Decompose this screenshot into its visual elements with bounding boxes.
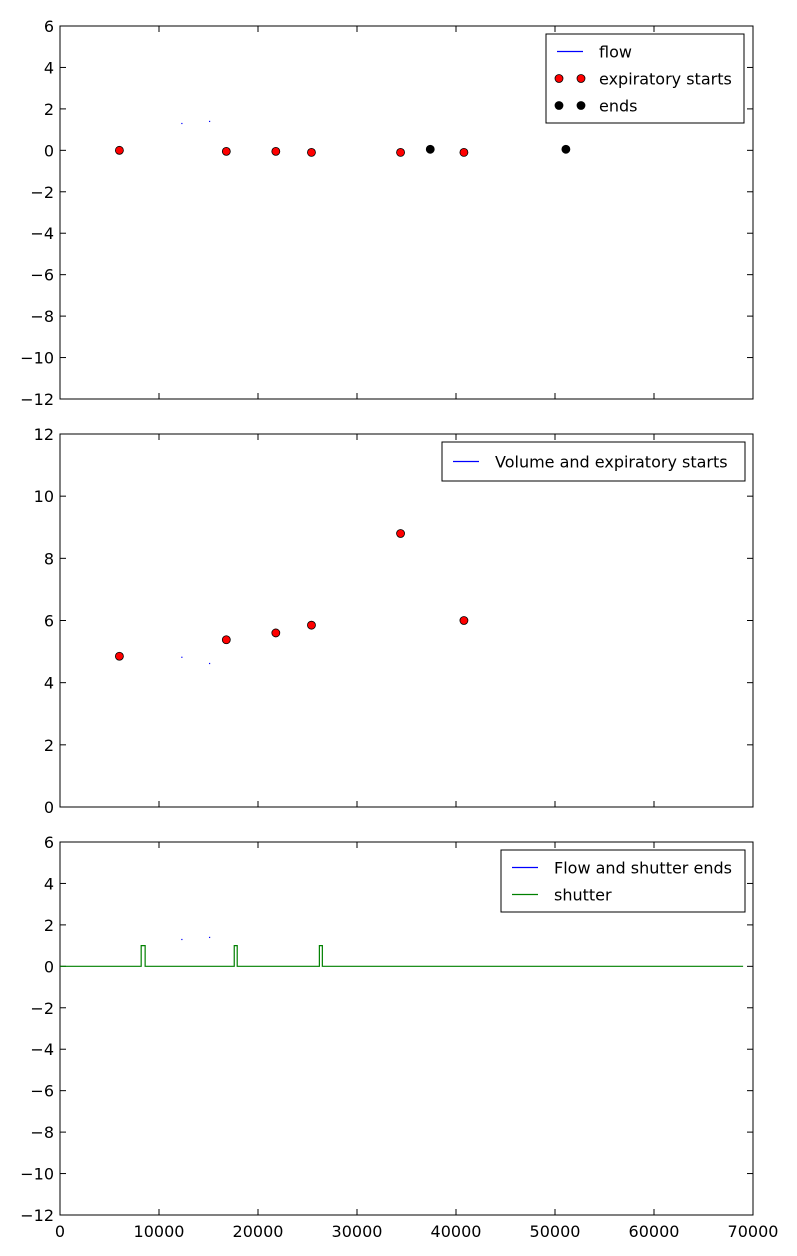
legend-label: expiratory starts xyxy=(599,70,732,89)
data-point xyxy=(561,144,571,154)
x-tick-label: 10000 xyxy=(134,1222,185,1241)
legend: Volume and expiratory starts xyxy=(441,441,746,482)
y-tick-label: −10 xyxy=(20,1165,54,1184)
data-point xyxy=(115,145,124,155)
data-point xyxy=(221,146,231,156)
series-point xyxy=(208,120,211,123)
y-tick-label: 2 xyxy=(44,100,54,119)
data-point xyxy=(271,146,281,156)
legend-label: flow xyxy=(599,43,632,62)
data-point xyxy=(221,635,231,645)
legend-marker-swatch xyxy=(554,101,564,110)
y-tick-label: −6 xyxy=(30,266,54,285)
y-tick-label: −12 xyxy=(20,390,54,409)
data-point xyxy=(307,148,316,157)
y-tick-label: 6 xyxy=(44,612,54,631)
y-tick-label: −4 xyxy=(30,224,54,243)
data-point xyxy=(396,529,405,538)
legend-label: shutter xyxy=(554,886,612,905)
x-tick-label: 50000 xyxy=(530,1222,581,1241)
data-point xyxy=(459,616,469,625)
series-point xyxy=(208,662,211,665)
legend-box xyxy=(500,849,746,913)
chart-panel-2: 0 2 4 6 8 10 12 Volume and expiratory starts xyxy=(34,425,754,817)
data-point xyxy=(307,620,316,630)
legend: Flow and shutter ends shutter xyxy=(500,849,746,913)
plot-frame xyxy=(59,433,754,808)
x-tick-label: 60000 xyxy=(629,1222,680,1241)
y-tick-label: 0 xyxy=(44,141,54,160)
y-tick-label: 0 xyxy=(44,798,54,817)
legend-marker-swatch xyxy=(576,74,586,83)
data-point xyxy=(459,148,469,157)
y-tick-label: 6 xyxy=(44,833,54,852)
series-point xyxy=(181,938,183,941)
x-tick-label: 70000 xyxy=(728,1222,779,1241)
y-tick-label: 2 xyxy=(44,916,54,935)
y-tick-label: 10 xyxy=(34,487,54,506)
y-tick-label: −6 xyxy=(30,1082,54,1101)
x-tick-label: 40000 xyxy=(431,1222,482,1241)
data-point xyxy=(271,628,281,638)
y-tick-label: 0 xyxy=(44,957,54,976)
legend-label: Flow and shutter ends xyxy=(554,859,732,878)
x-tick-label: 30000 xyxy=(332,1222,383,1241)
series-line xyxy=(60,945,744,967)
y-tick-label: 12 xyxy=(34,425,54,444)
y-tick-label: 6 xyxy=(44,17,54,36)
x-tick-label: 20000 xyxy=(233,1222,284,1241)
y-tick-label: 4 xyxy=(44,674,54,693)
legend-label: Volume and expiratory starts xyxy=(495,453,728,472)
series-point xyxy=(181,656,183,658)
legend: flow expiratory starts ends xyxy=(545,33,745,124)
y-tick-label: −12 xyxy=(20,1206,54,1225)
data-point xyxy=(396,148,405,157)
y-tick-label: −8 xyxy=(30,1123,54,1142)
legend-marker-swatch xyxy=(576,101,586,110)
y-tick-label: 8 xyxy=(44,549,54,568)
y-tick-label: 4 xyxy=(44,874,54,893)
chart-panel-3: −12 −10 −8 −6 −4 −2 0 2 4 6 0 10000 20000 30000 40000 5… xyxy=(20,833,778,1241)
y-tick-label: 4 xyxy=(44,58,54,77)
legend-label: ends xyxy=(599,97,637,116)
y-tick-label: 2 xyxy=(44,736,54,755)
y-tick-label: −8 xyxy=(30,307,54,326)
legend-box xyxy=(441,441,746,482)
legend-marker-swatch xyxy=(554,74,564,83)
chart-panel-1: −12 −10 −8 −6 −4 −2 0 2 4 6 flow expiratory starts e… xyxy=(20,17,754,409)
plot-frame xyxy=(59,841,754,1216)
y-tick-label: −10 xyxy=(20,349,54,368)
series-point xyxy=(208,936,211,939)
y-tick-label: −2 xyxy=(30,999,54,1018)
data-point xyxy=(425,144,435,154)
y-tick-label: −4 xyxy=(30,1040,54,1059)
y-tick-label: −2 xyxy=(30,183,54,202)
series-point xyxy=(181,122,183,125)
data-point xyxy=(115,651,124,661)
plot-frame xyxy=(59,25,754,400)
x-tick-label: 0 xyxy=(55,1222,65,1241)
